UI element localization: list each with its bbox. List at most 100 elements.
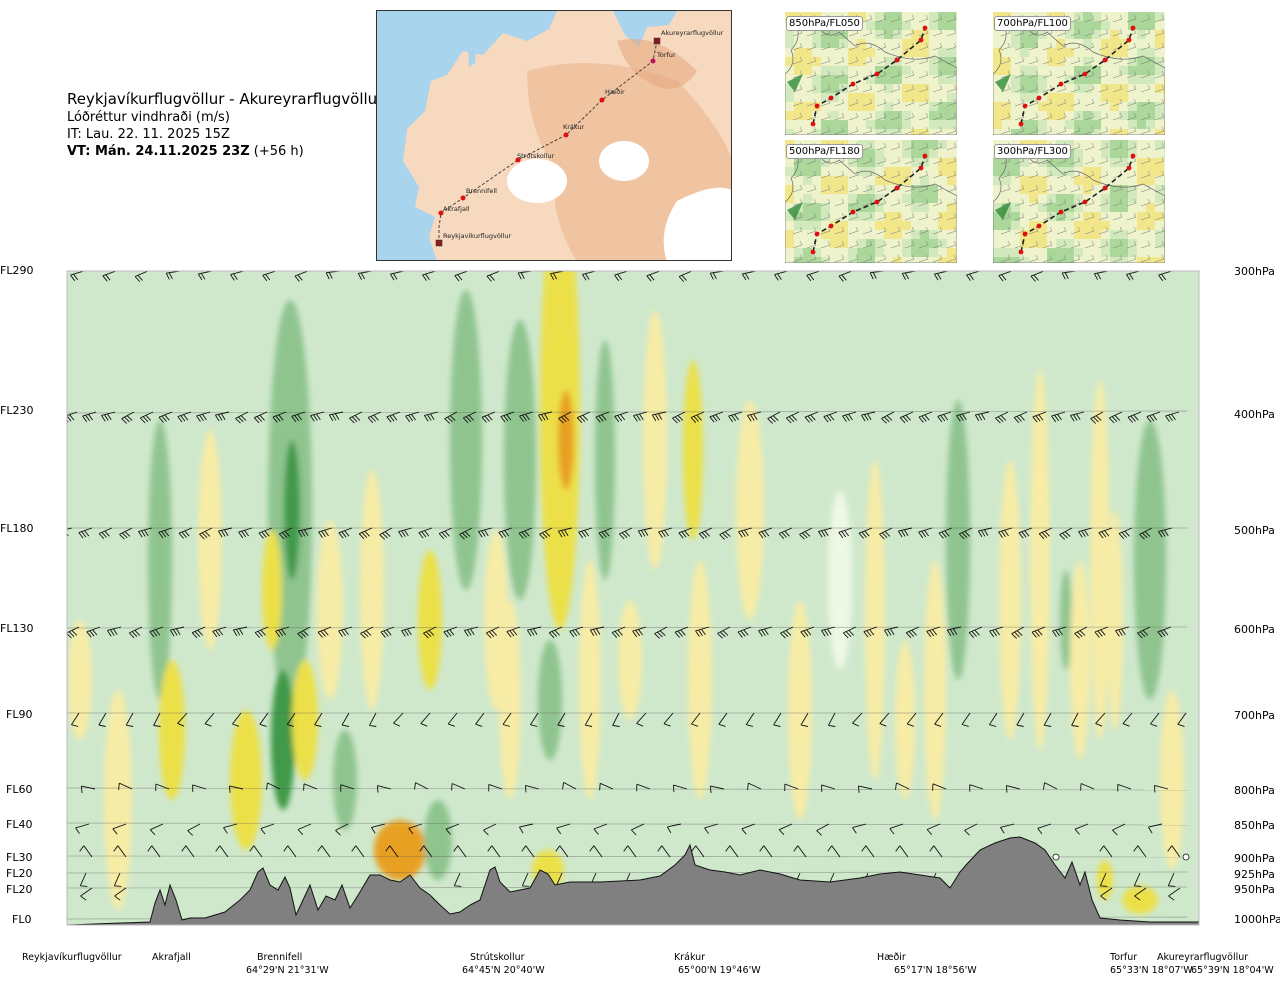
panel-route-point <box>1130 153 1136 159</box>
marker-torfur <box>650 58 656 64</box>
field-cell <box>911 39 920 48</box>
panel-barb <box>890 14 901 23</box>
fl-label: FL180 <box>0 522 33 535</box>
field-cell <box>785 129 794 135</box>
panel-barb <box>806 198 817 207</box>
field-cell <box>1092 66 1101 75</box>
panel-barb <box>932 254 943 263</box>
wind-barb <box>286 712 296 727</box>
panel-barb <box>932 28 943 37</box>
field-cell <box>1056 203 1065 212</box>
wind-barb <box>379 527 393 540</box>
panel-barb <box>918 226 929 235</box>
field-cell <box>1101 140 1110 149</box>
field-cell <box>947 57 956 66</box>
field-cell <box>848 194 857 203</box>
wind-barb <box>181 845 195 858</box>
field-cell <box>848 158 857 167</box>
panel-barb <box>1014 184 1025 193</box>
panel-barb <box>834 84 845 93</box>
panel-barb <box>1084 28 1095 37</box>
field-cell <box>830 120 839 129</box>
field-cell <box>866 212 875 221</box>
wind-barb <box>995 411 1009 424</box>
panel-barb <box>806 126 817 135</box>
field-cell <box>1155 257 1164 263</box>
panel-barb <box>876 28 887 37</box>
field-cell <box>866 48 875 57</box>
field-cell <box>1128 12 1137 21</box>
field-cell <box>1083 185 1092 194</box>
field-cell <box>1146 75 1155 84</box>
field-cell <box>1164 30 1165 39</box>
wind-barb <box>486 271 501 282</box>
panel-barb <box>1000 98 1011 107</box>
wind-barb <box>453 872 462 887</box>
panel-barb <box>932 70 943 79</box>
field-cell <box>920 158 929 167</box>
panel-barb <box>890 98 901 107</box>
panel-barb <box>1140 28 1151 37</box>
wind-cell <box>924 560 946 820</box>
panel-barb <box>1098 98 1109 107</box>
field-cell <box>848 93 857 102</box>
field-cell <box>821 230 830 239</box>
field-cell <box>938 140 947 149</box>
wind-barb <box>569 626 584 638</box>
wind-barb <box>858 527 873 539</box>
fl-label: FL90 <box>6 708 32 721</box>
field-cell <box>920 48 929 57</box>
wind-barb <box>253 411 268 424</box>
wind-barb <box>998 271 1013 282</box>
wind-barb <box>842 411 857 422</box>
wind-cell <box>424 800 452 880</box>
field-cell <box>1047 158 1056 167</box>
field-cell <box>1092 21 1101 30</box>
wind-barb <box>314 712 323 727</box>
field-cell <box>785 230 794 239</box>
marker-strutskollur <box>515 157 521 163</box>
panel-barb <box>848 212 859 221</box>
field-cell <box>938 111 947 120</box>
field-cell <box>1011 158 1020 167</box>
level-panel-850-label: 850hPa/FL050 <box>786 16 863 31</box>
wind-cell <box>504 320 536 600</box>
pressure-label: 600hPa <box>1234 623 1275 636</box>
field-cell <box>1092 30 1101 39</box>
panel-barb <box>848 70 859 79</box>
field-cell <box>1065 239 1074 248</box>
wind-barb <box>932 783 947 791</box>
level-line <box>67 626 1188 629</box>
panel-barb <box>1056 198 1067 207</box>
field-cell <box>1164 176 1165 185</box>
field-cell <box>1065 48 1074 57</box>
panel-barb <box>946 14 957 23</box>
field-cell <box>893 176 902 185</box>
field-cell <box>1146 66 1155 75</box>
field-cell <box>785 111 794 120</box>
field-cell <box>1029 239 1038 248</box>
map-label-brennifell: Brennifell <box>466 187 497 195</box>
field-cell <box>1074 158 1083 167</box>
panel-barb <box>876 56 887 65</box>
field-cell <box>1038 102 1047 111</box>
wind-cell <box>68 620 92 740</box>
wind-barb <box>1122 712 1133 727</box>
wind-barb <box>158 411 173 423</box>
field-cell <box>1029 194 1038 203</box>
wind-barb <box>1032 411 1047 423</box>
wind-barb <box>793 845 807 858</box>
field-cell <box>1146 12 1155 21</box>
wind-barb <box>593 823 608 835</box>
wind-barb <box>481 411 496 423</box>
field-cell <box>1092 12 1101 21</box>
wind-barb <box>578 527 593 539</box>
field-cell <box>857 212 866 221</box>
wind-cell <box>292 660 318 780</box>
wind-barb <box>1043 782 1058 790</box>
panel-route-point <box>1102 57 1108 63</box>
panel-barb <box>1000 112 1011 121</box>
wind-barb <box>1043 712 1052 727</box>
field-cell <box>1065 257 1074 263</box>
field-cell <box>1002 248 1011 257</box>
